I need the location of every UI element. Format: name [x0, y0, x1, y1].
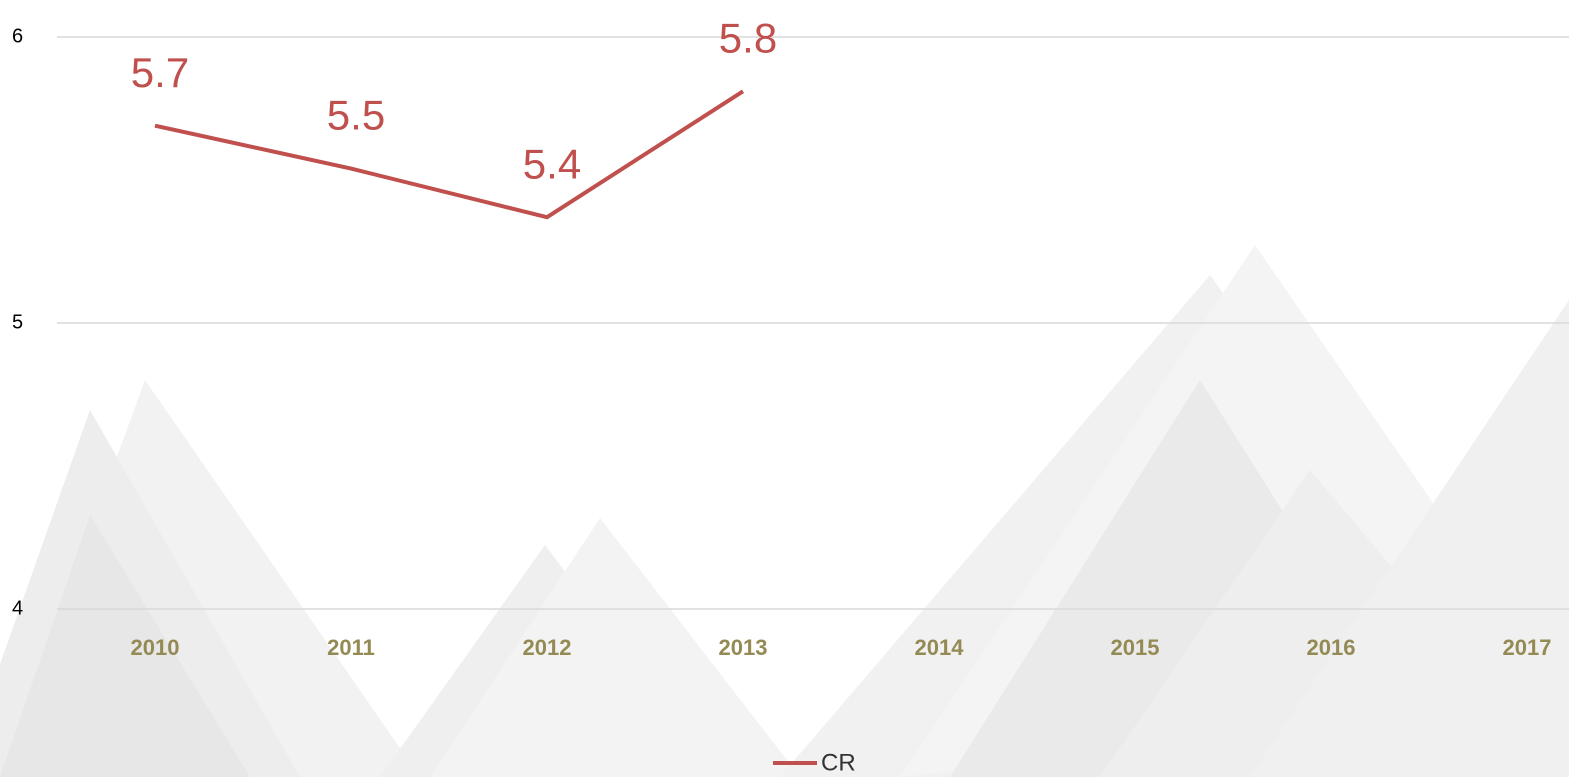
y-tick-label: 6 [12, 25, 23, 47]
x-tick-label: 2013 [719, 635, 768, 660]
data-label: 5.7 [131, 49, 189, 96]
data-label: 5.4 [523, 140, 581, 187]
y-tick-label: 5 [12, 311, 23, 333]
y-tick-label: 4 [12, 597, 23, 619]
x-tick-label: 2016 [1307, 635, 1356, 660]
x-tick-label: 2015 [1111, 635, 1160, 660]
background-pattern [0, 245, 1569, 777]
x-tick-label: 2010 [131, 635, 180, 660]
legend-label: CR [821, 749, 856, 776]
x-tick-label: 2012 [523, 635, 572, 660]
x-tick-label: 2011 [327, 635, 375, 660]
x-tick-label: 2017 [1503, 635, 1552, 660]
x-tick-label: 2014 [915, 635, 965, 660]
data-label: 5.8 [719, 14, 777, 61]
line [154, 89, 745, 220]
data-label: 5.5 [327, 92, 385, 139]
